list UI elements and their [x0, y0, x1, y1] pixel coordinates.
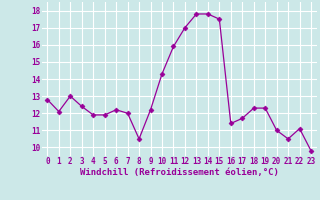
X-axis label: Windchill (Refroidissement éolien,°C): Windchill (Refroidissement éolien,°C)	[80, 168, 279, 177]
